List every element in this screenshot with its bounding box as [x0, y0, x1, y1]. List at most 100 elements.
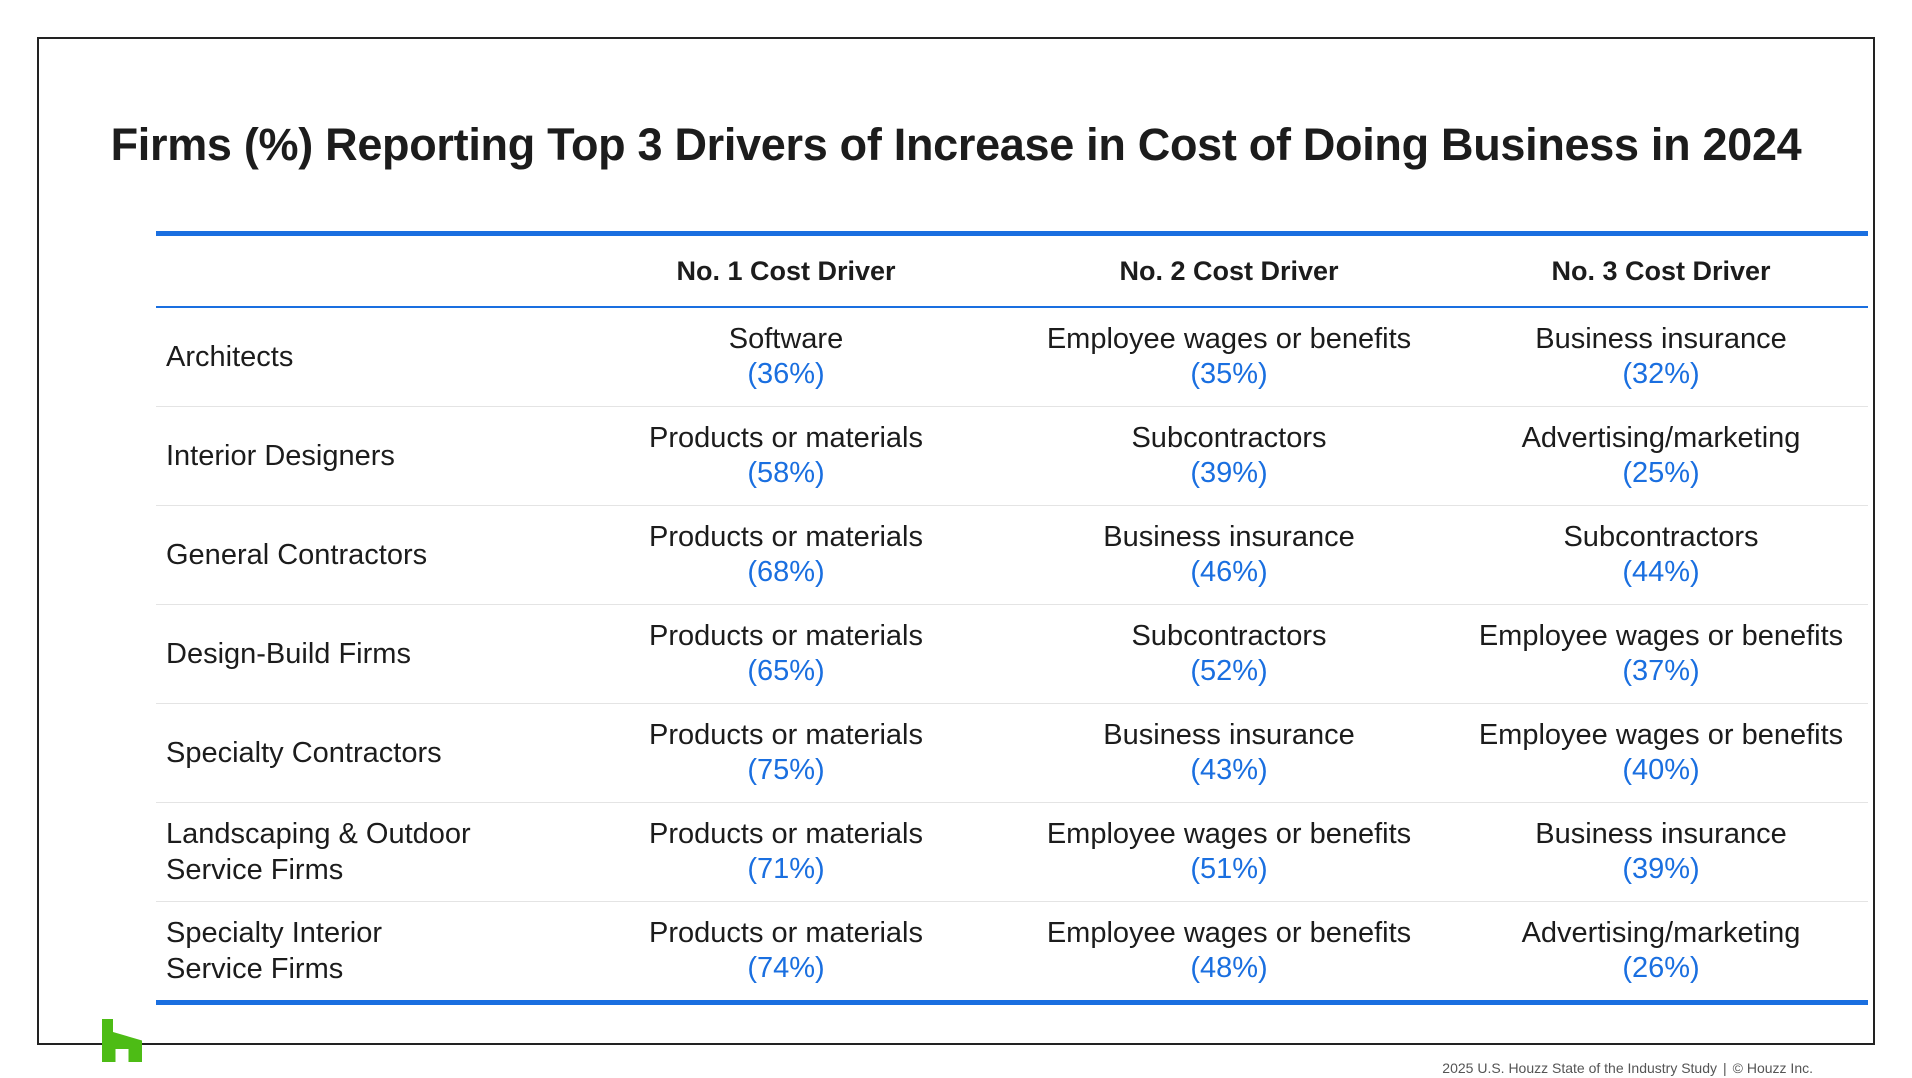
driver-name: Advertising/marketing: [1521, 421, 1801, 454]
row-label: Interior Designers: [156, 405, 568, 505]
footer-copyright: © Houzz Inc.: [1732, 1060, 1813, 1076]
footer-source: 2025 U.S. Houzz State of the Industry St…: [1442, 1060, 1718, 1076]
header-cell-no2: No. 2 Cost Driver: [1004, 236, 1454, 308]
table-body: Architects Software (36%) Employee wages or…: [156, 307, 1868, 1000]
cell-no2: Employee wages or benefits (51%): [1004, 801, 1454, 901]
driver-name: Subcontractors: [1131, 619, 1327, 652]
row-label-line: Service Firms: [166, 853, 344, 886]
driver-name: Employee wages or benefits: [1478, 718, 1844, 751]
page-title: Firms (%) Reporting Top 3 Drivers of Inc…: [110, 119, 1802, 170]
driver-name: Business insurance: [1103, 718, 1355, 751]
driver-percent: (68%): [747, 555, 825, 588]
row-label-line: Specialty Contractors: [166, 736, 442, 769]
table-row: Design-Build Firms Products or materials(…: [156, 603, 1868, 703]
header-cell-empty: [156, 236, 568, 308]
driver-name: Products or materials: [649, 817, 923, 850]
cell-no1: Products or materials (75%): [568, 702, 1004, 802]
cell-no2: Business insurance (43%): [1004, 702, 1454, 802]
cell-no2: Subcontractors (39%): [1004, 405, 1454, 505]
cell-no1: Products or materials (58%): [568, 405, 1004, 505]
driver-percent: (65%): [747, 654, 825, 687]
driver-name: Software: [728, 322, 844, 355]
driver-percent: (25%): [1622, 456, 1700, 489]
driver-percent: (39%): [1622, 852, 1700, 885]
driver-percent: (36%): [747, 357, 825, 390]
cell-no3: Employee wages or benefits (40%): [1454, 702, 1868, 802]
driver-percent: (44%): [1622, 555, 1700, 588]
driver-name: Advertising/marketing: [1521, 916, 1801, 949]
cell-no3: Employee wages or benefits (37%): [1454, 603, 1868, 703]
table-row: General Contractors Products or materials…: [156, 504, 1868, 604]
row-label-line: General Contractors: [166, 538, 428, 571]
table-row: Specialty Interior Service Firms Products …: [156, 900, 1868, 1000]
cell-no2: Business insurance (46%): [1004, 504, 1454, 604]
row-label-line: Interior Designers: [166, 439, 395, 472]
cell-no1: Software (36%): [568, 307, 1004, 406]
driver-name: Products or materials: [649, 520, 923, 553]
footer-credit: 2025 U.S. Houzz State of the Industry St…: [1442, 1060, 1813, 1076]
cell-no2: Subcontractors (52%): [1004, 603, 1454, 703]
cell-no3: Advertising/marketing (25%): [1454, 405, 1868, 505]
driver-percent: (58%): [747, 456, 825, 489]
driver-percent: (40%): [1622, 753, 1700, 786]
table-row: Landscaping & Outdoor Service Firms Produc…: [156, 801, 1868, 901]
driver-percent: (46%): [1190, 555, 1268, 588]
cell-no1: Products or materials (68%): [568, 504, 1004, 604]
houzz-logo-shape: [102, 1019, 142, 1062]
row-label-line: Architects: [166, 340, 294, 373]
table-row: Interior Designers Products or materials(…: [156, 405, 1868, 505]
driver-percent: (43%): [1190, 753, 1268, 786]
driver-percent: (39%): [1190, 456, 1268, 489]
header-cell-no1: No. 1 Cost Driver: [568, 236, 1004, 308]
row-label: Landscaping & Outdoor Service Firms: [156, 801, 568, 901]
driver-name: Subcontractors: [1131, 421, 1327, 454]
table-row: Specialty Contractors Products or materia…: [156, 702, 1868, 802]
table-row: Architects Software (36%) Employee wages or…: [156, 307, 1868, 406]
row-label-line: Specialty Interior: [166, 916, 382, 949]
cell-no1: Products or materials (65%): [568, 603, 1004, 703]
driver-name: Business insurance: [1535, 817, 1787, 850]
drivers-table: No. 1 Cost Driver No. 2 Cost Driver No. …: [156, 236, 1868, 1000]
row-label: Specialty Interior Service Firms: [156, 900, 568, 1000]
row-label-line: Service Firms: [166, 952, 344, 985]
driver-percent: (75%): [747, 753, 825, 786]
driver-percent: (71%): [747, 852, 825, 885]
driver-name: Products or materials: [649, 718, 923, 751]
cell-no3: Advertising/marketing (26%): [1454, 900, 1868, 1000]
table-top-rule: [156, 231, 1868, 236]
driver-percent: (52%): [1190, 654, 1268, 687]
driver-name: Employee wages or benefits: [1046, 322, 1412, 355]
cell-no1: Products or materials (71%): [568, 801, 1004, 901]
header-row: No. 1 Cost Driver No. 2 Cost Driver No. …: [156, 236, 1868, 308]
driver-name: Business insurance: [1103, 520, 1355, 553]
driver-name: Employee wages or benefits: [1046, 916, 1412, 949]
cell-no1: Products or materials (74%): [568, 900, 1004, 1000]
driver-name: Employee wages or benefits: [1046, 817, 1412, 850]
driver-percent: (74%): [747, 951, 825, 984]
driver-percent: (35%): [1190, 357, 1268, 390]
table-bottom-rule: [156, 1000, 1868, 1005]
driver-percent: (37%): [1622, 654, 1700, 687]
cost-drivers-table: No. 1 Cost Driver No. 2 Cost Driver No. …: [156, 231, 1868, 1005]
driver-name: Business insurance: [1535, 322, 1787, 355]
header-cell-no3: No. 3 Cost Driver: [1454, 236, 1868, 308]
cell-no2: Employee wages or benefits (35%): [1004, 307, 1454, 406]
slide-frame: Firms (%) Reporting Top 3 Drivers of Inc…: [37, 37, 1875, 1076]
row-label: Specialty Contractors: [156, 702, 568, 802]
cell-no3: Business insurance (39%): [1454, 801, 1868, 901]
cell-no2: Employee wages or benefits (48%): [1004, 900, 1454, 1000]
row-label-line: Design-Build Firms: [166, 637, 411, 670]
cell-no3: Subcontractors (44%): [1454, 504, 1868, 604]
driver-percent: (26%): [1622, 951, 1700, 984]
houzz-logo-icon: [102, 1019, 142, 1062]
driver-name: Products or materials: [649, 421, 923, 454]
row-label-line: Landscaping & Outdoor: [166, 817, 471, 850]
driver-percent: (32%): [1622, 357, 1700, 390]
row-label: General Contractors: [156, 504, 568, 604]
row-label: Design-Build Firms: [156, 603, 568, 703]
driver-name: Products or materials: [649, 916, 923, 949]
cell-no3: Business insurance (32%): [1454, 307, 1868, 406]
driver-percent: (48%): [1190, 951, 1268, 984]
footer-separator: |: [1723, 1060, 1727, 1076]
driver-name: Employee wages or benefits: [1478, 619, 1844, 652]
